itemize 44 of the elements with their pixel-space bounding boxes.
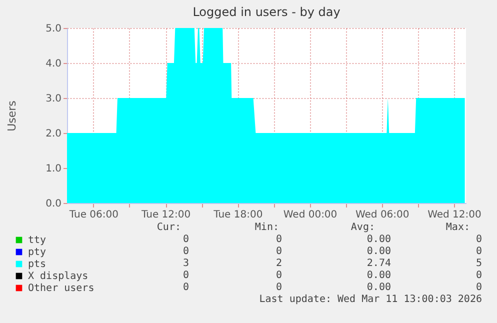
text: 0.00 <box>366 246 391 257</box>
text: 0 <box>276 246 282 257</box>
x-tick-label: Tue 12:00 <box>140 210 191 220</box>
text: Last update: Wed Mar 11 13:00:03 2026 <box>259 294 482 305</box>
legend-label: Other users <box>28 283 94 294</box>
y-tick-label: 1.0 <box>46 164 62 174</box>
text: 0.00 <box>366 234 391 245</box>
y-axis-title: Users <box>6 100 19 132</box>
text: 0 <box>182 234 189 245</box>
x-tick-label: Tue 18:00 <box>212 210 263 220</box>
text: 2.74 <box>366 258 391 269</box>
text: 0 <box>276 282 282 293</box>
text: 2 <box>276 258 282 269</box>
legend-label: tty <box>28 235 46 246</box>
text: 0 <box>182 246 189 257</box>
text: Min: <box>254 222 279 233</box>
x-tick-label: Wed 06:00 <box>355 210 410 220</box>
x-tick-label: Wed 00:00 <box>283 210 338 220</box>
legend-label: X displays <box>28 271 88 282</box>
y-tick-label: 4.0 <box>46 58 62 70</box>
y-tick-label: 0.0 <box>46 198 62 210</box>
text: 0 <box>182 282 189 293</box>
text: 0 <box>276 270 282 281</box>
x-tick-label: Tue 06:00 <box>68 210 118 220</box>
x-tick-label: Wed 12:00 <box>428 210 482 220</box>
text: 0 <box>476 270 482 281</box>
text: Cur: <box>156 222 181 233</box>
legend-label: pty <box>28 247 46 258</box>
text: 3 <box>182 258 189 269</box>
legend-label: pts <box>28 259 46 270</box>
text: Avg: <box>350 222 375 233</box>
text: 0.00 <box>366 270 391 281</box>
text: 0 <box>182 270 189 281</box>
text: 0 <box>476 234 482 245</box>
text: 0 <box>476 282 482 293</box>
text: 0.00 <box>366 282 391 293</box>
text: 0 <box>476 246 482 257</box>
text: 0 <box>276 234 282 245</box>
y-tick-label: 5.0 <box>46 24 62 34</box>
y-tick-label: 2.0 <box>46 128 62 140</box>
text: Max: <box>446 222 470 233</box>
y-tick-label: 3.0 <box>46 94 62 104</box>
text: 5 <box>476 258 482 269</box>
chart-title: Logged in users - by day <box>192 5 340 19</box>
